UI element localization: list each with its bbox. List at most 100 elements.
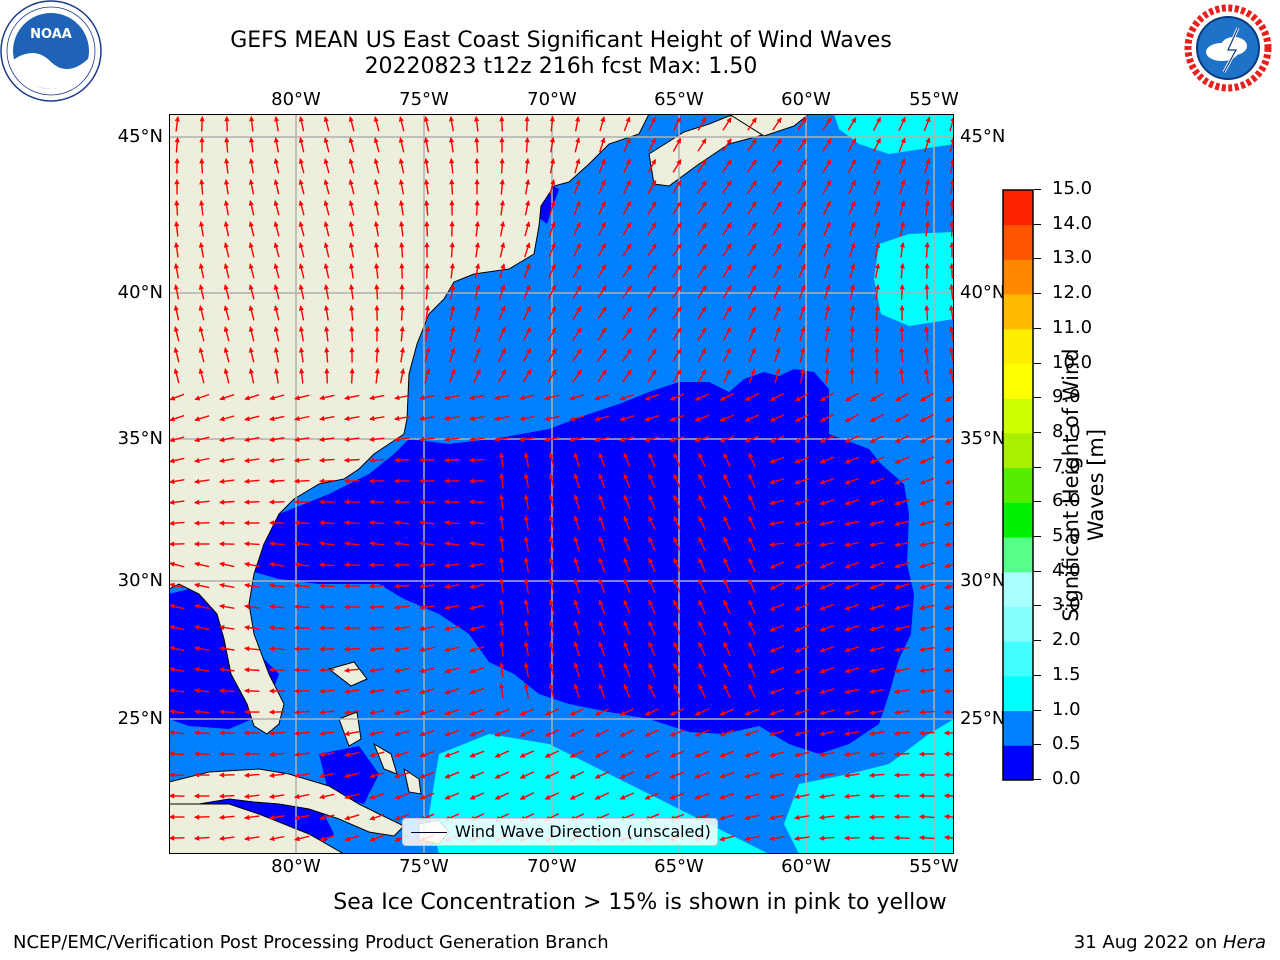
wind-wave-arrow-head [598, 662, 604, 669]
wind-wave-arrow-head [850, 200, 856, 207]
wind-wave-arrow-head [723, 515, 729, 522]
wind-wave-arrow-head [601, 327, 607, 334]
colorbar-tick-mark [1034, 258, 1041, 260]
wind-wave-arrow-head [573, 473, 579, 480]
wind-wave-arrow-head [525, 263, 531, 270]
wind-wave-arrow-head [676, 369, 682, 375]
wind-wave-arrow-head [525, 242, 531, 249]
wind-wave-arrow-head [298, 158, 304, 164]
wind-wave-arrow-head [869, 584, 876, 590]
wind-wave-arrow-head [644, 773, 651, 779]
colorbar-tick-mark [1034, 466, 1041, 468]
wind-wave-arrow-head [701, 222, 707, 229]
wind-wave-arrow-head [943, 709, 950, 715]
wind-wave-arrow-head [444, 625, 450, 632]
wind-wave-arrow-head [819, 731, 825, 737]
wind-wave-arrow-head [775, 263, 781, 270]
wind-wave-arrow-head [726, 243, 732, 250]
wind-wave-arrow-head [469, 794, 476, 800]
wind-wave-arrow-head [794, 479, 801, 485]
wind-wave-arrow-head [449, 199, 455, 206]
wind-wave-arrow-head [825, 305, 831, 311]
wind-wave-arrow-head [844, 584, 851, 590]
wind-wave-arrow-head [573, 452, 579, 459]
wind-wave-arrow-head [499, 473, 505, 479]
wind-wave-arrow-head [198, 305, 204, 311]
wind-wave-arrow-head [619, 416, 626, 422]
wind-wave-arrow-head [844, 772, 850, 778]
wind-wave-arrow-head [444, 689, 451, 695]
wind-wave-arrow-head [625, 137, 631, 144]
wind-wave-arrow-head [651, 285, 657, 292]
wind-wave-arrow-head [523, 452, 530, 458]
wind-wave-arrow-head [419, 540, 425, 547]
wind-wave-arrow-head [619, 731, 626, 737]
wind-wave-arrow-head [419, 583, 425, 589]
wind-wave-arrow-head [819, 689, 826, 695]
wind-wave-arrow-head [923, 368, 930, 374]
wind-wave-arrow-head [843, 793, 850, 799]
wind-wave-arrow-head [469, 562, 475, 569]
wind-wave-arrow-head [899, 346, 905, 353]
wind-wave-arrow-head [499, 557, 505, 563]
wind-wave-arrow-head [619, 794, 626, 800]
wind-wave-arrow-head [673, 473, 679, 480]
wind-wave-arrow-head [868, 835, 875, 841]
wind-wave-arrow-head [769, 710, 776, 716]
wind-wave-arrow-head [850, 179, 856, 186]
wind-wave-arrow-head [474, 263, 481, 269]
wind-wave-arrow-head [419, 394, 425, 401]
wind-wave-arrow-head [318, 604, 325, 610]
wind-wave-arrow-head [673, 578, 679, 585]
wind-wave-arrow-head [644, 752, 651, 758]
sea-field-0-0.5m [254, 369, 914, 754]
wind-wave-arrow-head [293, 709, 300, 715]
wind-wave-arrow-head [369, 731, 375, 737]
wind-wave-arrow-head [594, 731, 601, 737]
wind-wave-arrow-head [769, 584, 776, 590]
svg-text:NOAA: NOAA [30, 27, 72, 42]
lon-label-bottom-2: 75°W [399, 856, 449, 877]
wind-wave-arrow-head [218, 751, 225, 757]
wind-wave-arrow-head [694, 731, 701, 737]
colorbar-bin-14 [1003, 259, 1033, 295]
wind-wave-arrow-head [269, 793, 275, 800]
wind-wave-arrow-head [318, 499, 325, 505]
wind-wave-arrow-head [193, 709, 200, 715]
wind-wave-arrow-head [369, 794, 376, 800]
wind-wave-arrow-head [394, 625, 400, 632]
wind-wave-arrow-head [293, 457, 300, 463]
wind-wave-arrow-head [619, 395, 626, 401]
wind-wave-arrow-head [474, 178, 480, 185]
wind-wave-arrow-head [748, 536, 754, 543]
wind-wave-arrow-head [943, 751, 950, 757]
wind-wave-arrow-head [651, 306, 657, 313]
wind-wave-arrow-head [549, 137, 556, 143]
wind-wave-arrow-head [273, 200, 279, 206]
wind-wave-arrow-head [318, 667, 325, 673]
wind-wave-arrow-head [373, 116, 379, 122]
wind-wave-arrow-head [769, 668, 776, 674]
wind-wave-arrow-head [268, 709, 275, 715]
wind-wave-arrow-head [343, 499, 350, 505]
wind-wave-arrow-head [526, 369, 532, 376]
wind-wave-arrow-head [825, 242, 831, 249]
wind-wave-arrow-head [776, 117, 782, 124]
wind-wave-arrow-head [775, 368, 781, 375]
wind-wave-arrow-head [494, 415, 500, 422]
wind-wave-arrow-head [698, 494, 704, 501]
wind-wave-arrow-head [801, 201, 807, 207]
wind-wave-arrow-head [648, 494, 654, 501]
wind-wave-arrow-head [748, 599, 754, 606]
wind-wave-arrow-head [169, 624, 175, 631]
wind-wave-arrow-head [443, 436, 450, 442]
wind-wave-arrow-head [648, 683, 654, 690]
wind-wave-arrow-head [193, 835, 200, 841]
wind-wave-arrow-head [650, 137, 656, 144]
wind-wave-arrow-head [393, 583, 400, 589]
wind-wave-arrow-head [194, 688, 200, 694]
wind-wave-arrow-head [744, 773, 751, 779]
wind-wave-arrow-head [269, 561, 275, 568]
wind-wave-arrow-head [551, 369, 557, 376]
wind-wave-arrow-head [368, 583, 375, 589]
